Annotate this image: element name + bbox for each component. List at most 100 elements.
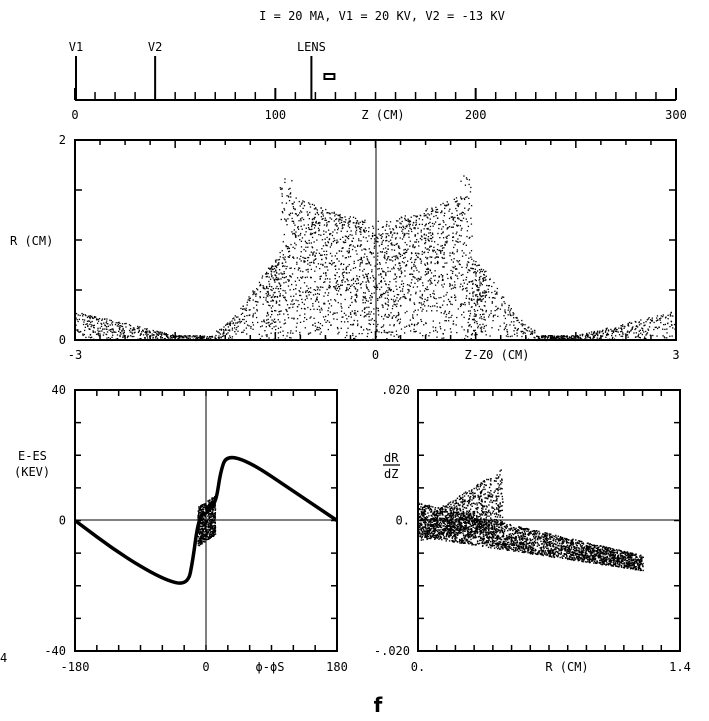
- r-vs-z-particle: [621, 335, 624, 337]
- r-vs-z-particle: [505, 324, 508, 326]
- r-vs-z-particle: [276, 301, 278, 303]
- r-vs-z-particle: [585, 334, 587, 336]
- r-vs-z-particle: [361, 249, 363, 251]
- r-vs-z-particle: [373, 276, 375, 279]
- r-vs-z-particle: [396, 333, 398, 336]
- slope-particle: [452, 509, 454, 511]
- r-vs-z-particle: [90, 316, 92, 318]
- r-vs-z-particle: [303, 307, 306, 310]
- r-vs-z-particle: [309, 254, 311, 256]
- r-vs-z-particle: [354, 217, 357, 220]
- slope-particle: [477, 496, 479, 498]
- slope-particle: [431, 535, 434, 538]
- r-vs-z-particle: [112, 329, 114, 331]
- r-vs-z-particle: [274, 295, 277, 298]
- energy-phase-core-point: [198, 544, 201, 547]
- energy-phase-core-point: [203, 541, 206, 543]
- r-vs-z-particle: [419, 278, 421, 280]
- r-vs-z-particle: [148, 331, 150, 333]
- energy-phase-core-point: [210, 530, 213, 533]
- r-vs-z-particle: [504, 317, 507, 320]
- energy-phase-core-point: [203, 528, 206, 530]
- r-vs-z-particle: [266, 285, 268, 288]
- r-vs-z-particle: [441, 256, 443, 259]
- r-vs-z-particle: [425, 214, 427, 216]
- r-vs-z-particle: [369, 329, 371, 331]
- r-vs-z-particle: [645, 337, 647, 340]
- r-vs-z-particle: [388, 240, 390, 243]
- r-vs-z-particle: [662, 315, 664, 318]
- r-vs-z-particle: [311, 203, 314, 206]
- r-vs-z-particle: [637, 335, 639, 337]
- r-vs-z-particle: [412, 317, 414, 320]
- r-vs-z-particle: [96, 318, 98, 321]
- r-vs-z-particle: [634, 336, 637, 338]
- r-vs-z-particle: [482, 269, 485, 271]
- r-vs-z-particle: [132, 329, 135, 331]
- r-vs-z-particle: [271, 286, 273, 288]
- r-vs-z-particle: [355, 221, 358, 224]
- r-vs-z-particle: [352, 267, 355, 269]
- r-vs-z-particle: [363, 308, 366, 310]
- r-vs-z-particle: [325, 315, 327, 318]
- r-vs-z-particle: [496, 309, 498, 311]
- energy-vs-phase-x-tick-label: -180: [61, 660, 90, 674]
- r-vs-z-particle: [202, 337, 204, 339]
- r-vs-z-particle: [118, 321, 120, 323]
- r-vs-z-particle: [300, 225, 302, 228]
- r-vs-z-particle: [645, 321, 647, 323]
- slope-particle: [487, 495, 490, 497]
- energy-phase-core-point: [207, 525, 210, 527]
- r-vs-z-particle: [264, 329, 266, 332]
- energy-phase-core-point: [198, 523, 201, 525]
- r-vs-z-particle: [283, 209, 286, 211]
- slope-particle: [498, 511, 500, 513]
- r-vs-z-particle: [351, 234, 353, 236]
- r-vs-z-particle: [369, 251, 371, 253]
- r-vs-z-particle: [310, 268, 313, 271]
- r-vs-z-particle: [122, 329, 124, 331]
- r-vs-z-particle: [472, 268, 475, 270]
- r-vs-z-particle: [371, 235, 374, 238]
- r-vs-z-particle: [533, 336, 535, 339]
- r-vs-z-particle: [93, 324, 95, 327]
- r-vs-z-particle: [285, 309, 288, 311]
- energy-phase-core-point: [205, 533, 207, 536]
- r-vs-z-particle: [310, 232, 312, 234]
- r-vs-z-particle: [607, 329, 610, 331]
- r-vs-z-particle: [330, 244, 333, 246]
- r-vs-z-particle: [378, 331, 380, 333]
- slope-particle: [446, 505, 448, 507]
- slope-particle: [450, 503, 452, 506]
- r-vs-z-particle: [613, 339, 615, 341]
- r-vs-z-particle: [441, 247, 444, 249]
- slope-particle: [476, 502, 478, 504]
- slope-particle: [471, 502, 473, 505]
- r-vs-z-particle: [461, 255, 464, 257]
- r-vs-z-particle: [627, 336, 629, 338]
- energy-phase-core-point: [209, 537, 211, 539]
- r-vs-z-particle: [433, 293, 436, 295]
- r-vs-z-particle: [346, 334, 348, 337]
- r-vs-z-particle: [424, 247, 427, 249]
- r-vs-z-particle: [338, 286, 341, 288]
- r-vs-z-particle: [320, 207, 322, 209]
- r-vs-z-particle: [144, 331, 146, 334]
- r-vs-z-particle: [127, 335, 129, 337]
- r-vs-z-particle: [460, 196, 462, 198]
- r-vs-z-particle: [309, 203, 311, 205]
- r-vs-z-particle: [165, 334, 168, 336]
- r-vs-z-particle: [266, 295, 268, 297]
- r-vs-z-particle: [606, 332, 609, 335]
- r-vs-z-particle: [362, 329, 365, 331]
- r-vs-z-particle: [420, 276, 422, 278]
- r-vs-z-particle: [111, 336, 113, 339]
- energy-phase-core-point: [205, 508, 207, 510]
- slope-particle: [497, 504, 499, 507]
- r-vs-z-particle: [354, 225, 357, 227]
- r-vs-z-particle: [334, 215, 336, 217]
- r-vs-z-particle: [287, 246, 289, 248]
- r-vs-z-particle: [350, 244, 352, 246]
- r-vs-z-particle: [436, 248, 439, 251]
- r-vs-z-particle: [392, 299, 395, 301]
